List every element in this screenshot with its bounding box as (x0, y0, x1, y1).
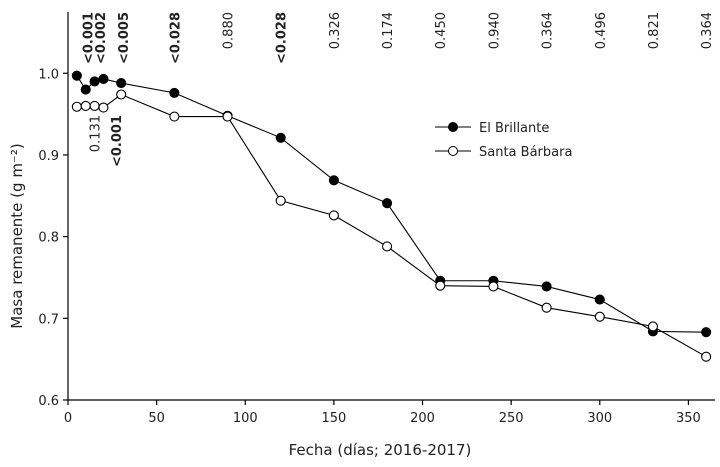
data-point (98, 102, 109, 113)
series-line (76, 93, 707, 358)
data-point (80, 100, 91, 111)
data-point (594, 294, 605, 305)
data-point (594, 311, 605, 322)
p-value-label: <0.002 (94, 12, 109, 64)
p-value-label: <0.001 (81, 12, 96, 64)
data-point (541, 281, 552, 292)
x-tick-label: 300 (587, 411, 612, 426)
p-value-label: 0.880 (222, 12, 237, 49)
y-tick-label: 0.8 (38, 231, 59, 246)
x-tick-label: 0 (64, 411, 72, 426)
p-value-label: 0.821 (647, 12, 662, 49)
data-point (328, 210, 339, 221)
x-tick-label: 50 (148, 411, 165, 426)
x-axis-label: Fecha (días; 2016-2017) (289, 441, 472, 459)
data-point (275, 195, 286, 206)
data-point (98, 73, 109, 85)
x-tick-label: 350 (676, 411, 701, 426)
y-axis-label: Masa remanente (g m⁻²) (8, 143, 26, 328)
data-point (435, 280, 446, 291)
x-tick-label: 250 (499, 411, 524, 426)
p-value-label: <0.028 (168, 12, 183, 64)
x-tick-label: 150 (321, 411, 346, 426)
p-value-label: 0.131 (89, 115, 104, 152)
p-value-label: <0.001 (110, 115, 125, 167)
data-point (89, 76, 100, 87)
legend-label: El Brillante (479, 121, 549, 136)
x-tick-label: 100 (233, 411, 258, 426)
data-point (169, 87, 180, 98)
p-value-label: 0.174 (381, 12, 396, 49)
data-point (488, 281, 499, 292)
p-value-label: <0.028 (275, 12, 290, 64)
data-point (116, 89, 127, 100)
p-value-label: 0.364 (541, 12, 556, 49)
data-point (701, 327, 712, 338)
legend-marker (448, 122, 458, 132)
data-point (71, 101, 82, 112)
data-point (647, 321, 659, 332)
data-point (541, 302, 552, 313)
p-value-label: 0.450 (434, 12, 449, 49)
data-point (89, 100, 100, 111)
y-tick-label: 0.9 (38, 149, 59, 164)
data-point (116, 78, 127, 89)
legend-label: Santa Bárbara (479, 145, 572, 160)
p-value-label: 0.940 (487, 12, 502, 49)
data-point (275, 132, 286, 143)
data-point (80, 84, 91, 95)
data-point (382, 241, 393, 252)
p-value-label: 0.496 (594, 12, 609, 49)
data-point (71, 70, 82, 81)
data-point (701, 351, 712, 362)
data-point (169, 111, 180, 122)
p-value-label: 0.326 (328, 12, 343, 49)
data-point (222, 111, 233, 122)
p-value-label: <0.005 (117, 12, 132, 64)
data-point (328, 175, 339, 186)
x-tick-label: 200 (410, 411, 435, 426)
y-tick-label: 1.0 (38, 67, 59, 82)
legend-marker (448, 146, 458, 156)
data-point (382, 198, 393, 209)
p-value-label: 0.364 (700, 12, 715, 49)
y-tick-label: 0.6 (38, 394, 59, 409)
y-tick-label: 0.7 (38, 312, 59, 327)
